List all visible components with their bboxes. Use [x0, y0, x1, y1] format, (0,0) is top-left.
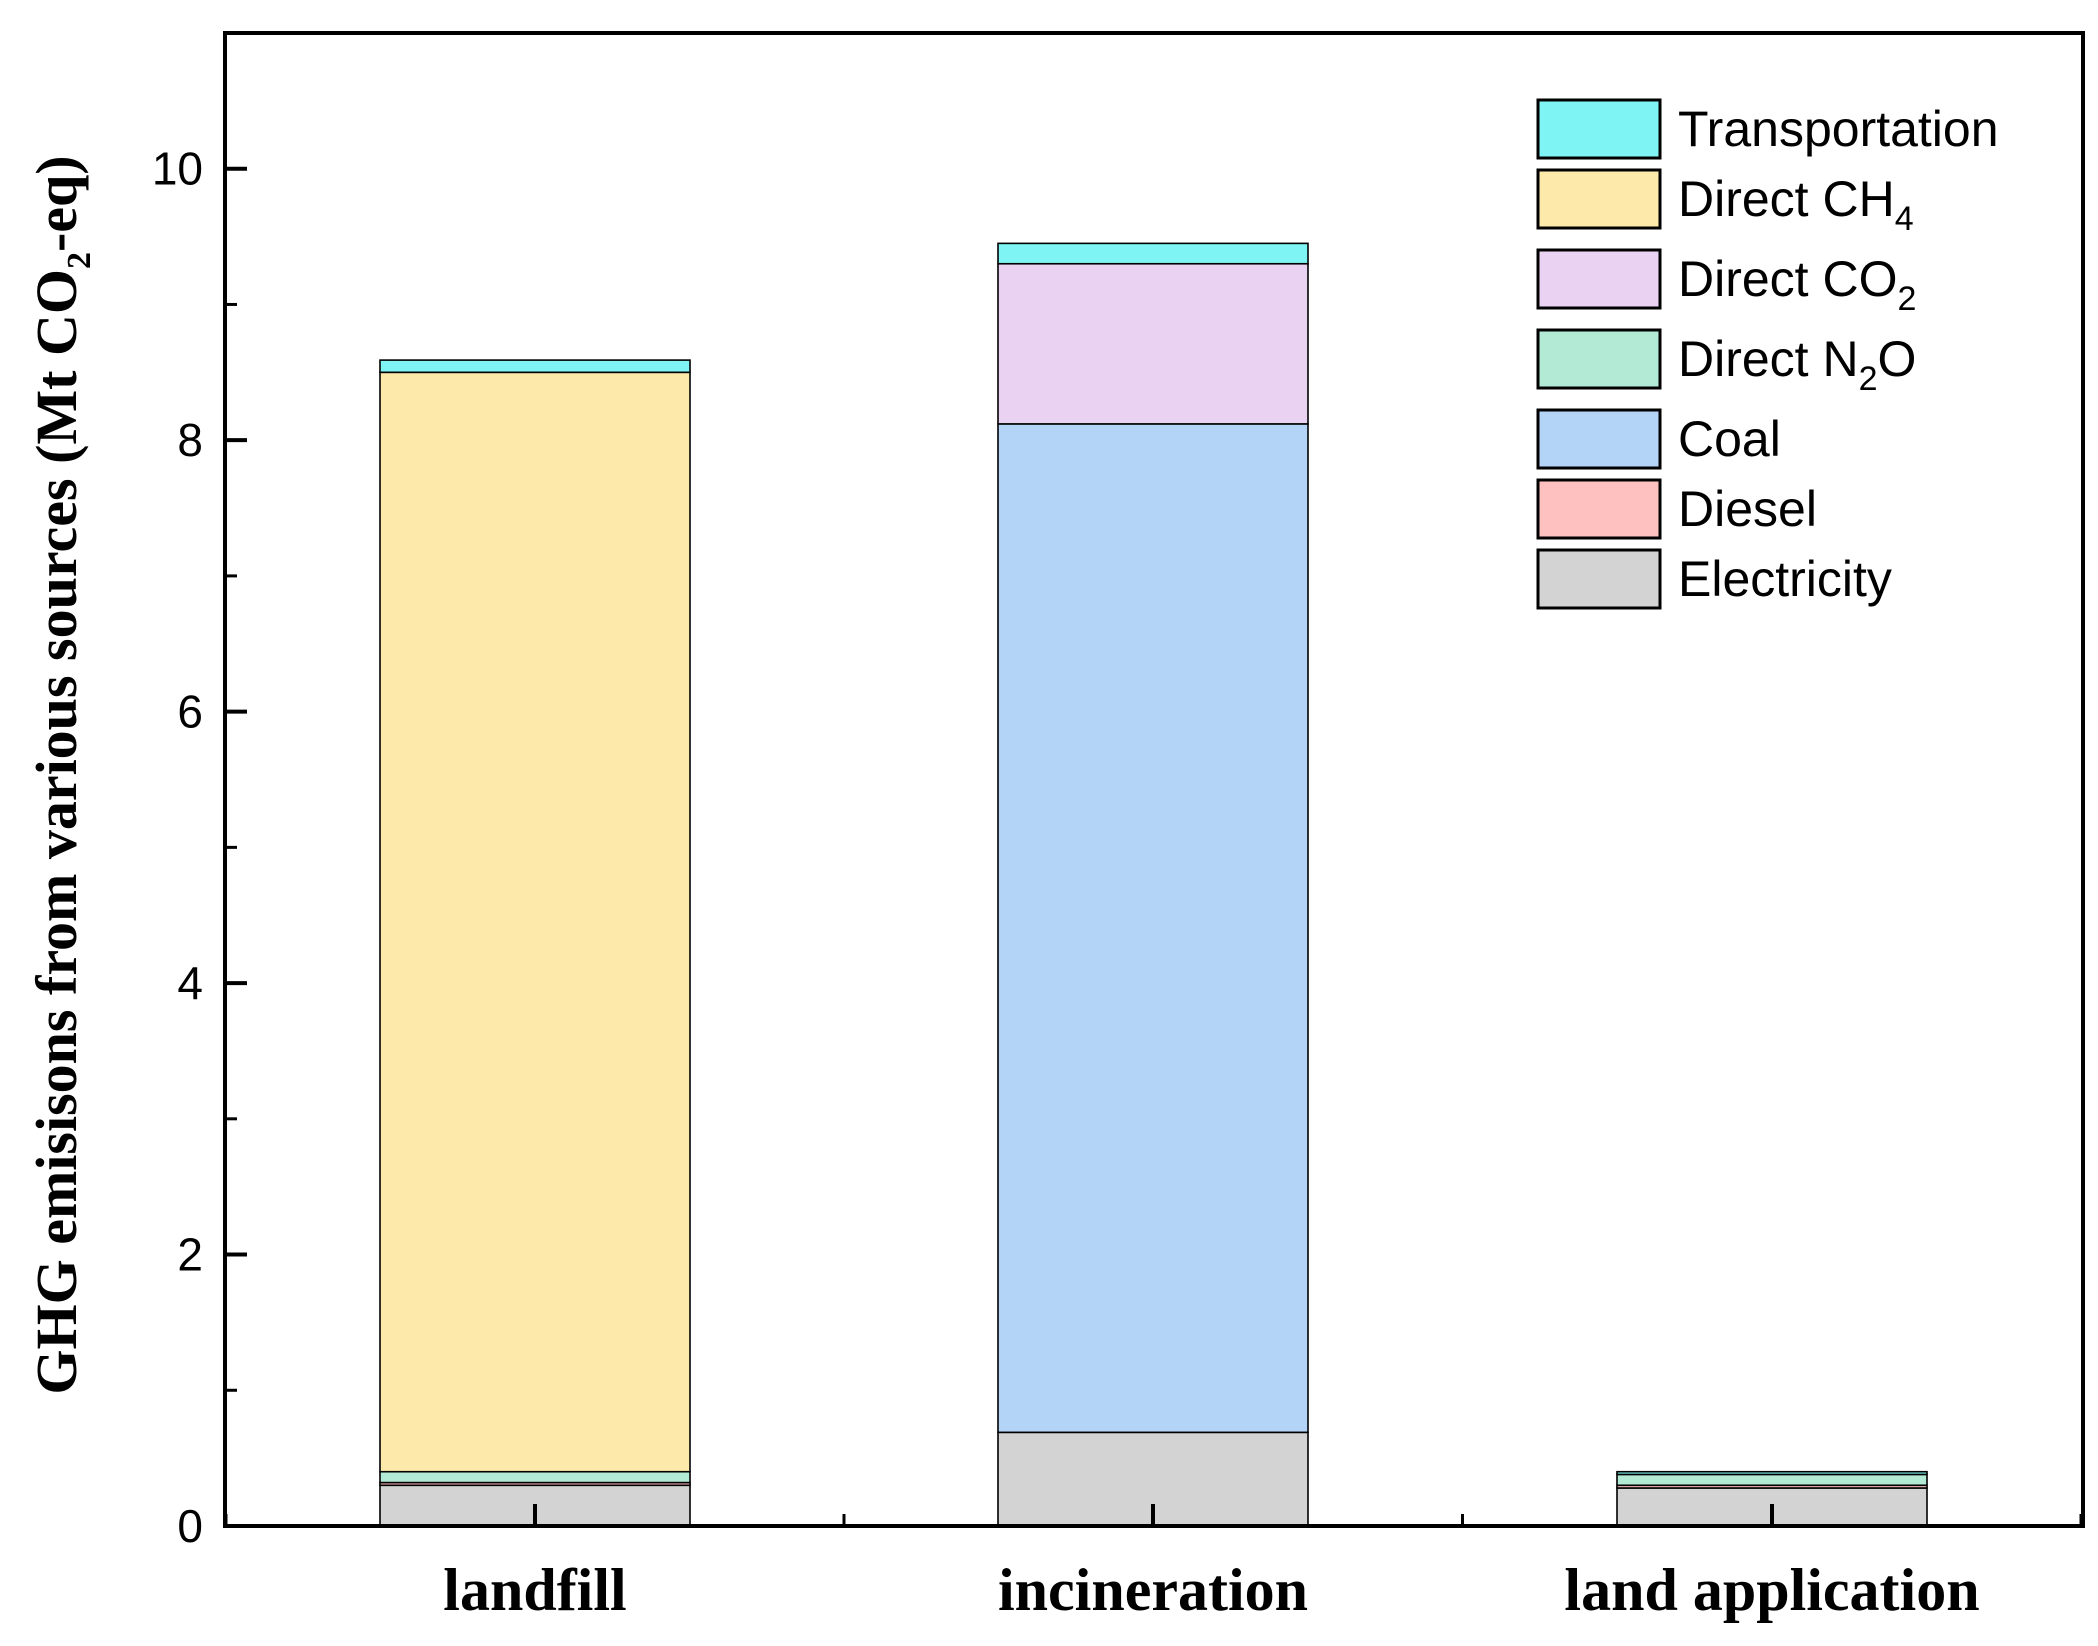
legend-label-subscript: 2	[1897, 280, 1916, 318]
legend-swatch	[1536, 478, 1662, 540]
legend-label-text: Coal	[1678, 411, 1781, 467]
legend-label: Direct N2O	[1678, 331, 1916, 398]
y-axis-title: GHG emisisons from various sources (Mt C…	[24, 155, 98, 1394]
legend-label-text: Direct N	[1678, 331, 1859, 387]
y-axis-title-subscript: 2	[61, 252, 98, 269]
x-category-label: landfill	[443, 1557, 626, 1623]
bar-segment-direct-co2	[997, 262, 1309, 425]
legend-label-text: Direct CO	[1678, 251, 1897, 307]
legend-item: Coal	[1536, 408, 1781, 470]
y-tick-label: 0	[177, 1500, 203, 1552]
y-tick-label: 2	[177, 1229, 203, 1281]
bars-layer	[379, 242, 1928, 1527]
legend-swatch	[1536, 328, 1662, 390]
legend-label-text: Diesel	[1678, 481, 1817, 537]
y-tick-label: 6	[177, 686, 203, 738]
legend-swatch	[1536, 548, 1662, 610]
x-category-label: land application	[1564, 1557, 1979, 1623]
x-axis: landfill incineration land application	[224, 1504, 2083, 1623]
legend-label-text: Transportation	[1678, 101, 1999, 157]
bar-segment-transportation	[997, 242, 1309, 265]
bar-segment-direct-ch4	[379, 371, 691, 1473]
y-tick-label: 10	[152, 143, 203, 195]
y-tick-label: 8	[177, 414, 203, 466]
y-tick-label: 4	[177, 957, 203, 1009]
x-category-label: incineration	[998, 1557, 1308, 1623]
legend-label: Transportation	[1678, 101, 1999, 157]
legend-swatch	[1536, 248, 1662, 310]
legend-label-subscript: 2	[1859, 360, 1878, 398]
y-axis-title-suffix: -eq)	[24, 155, 89, 252]
legend-item: Direct N2O	[1536, 328, 1916, 398]
bar-segment-transportation	[379, 359, 691, 374]
legend-swatch	[1536, 168, 1662, 230]
legend-item: Transportation	[1536, 98, 1999, 160]
legend-item: Direct CO2	[1536, 248, 1916, 318]
bar-segment-coal	[997, 423, 1309, 1434]
legend-swatch	[1536, 98, 1662, 160]
legend-label: Coal	[1678, 411, 1781, 467]
legend-label-text: Direct CH	[1678, 171, 1895, 227]
bar-segment-transportation	[1616, 1470, 1928, 1476]
legend-label-tail: O	[1878, 331, 1917, 387]
legend-label: Direct CO2	[1678, 251, 1916, 318]
legend-label: Diesel	[1678, 481, 1817, 537]
bar-segment-direct-n2o	[1616, 1473, 1928, 1487]
legend-item: Direct CH4	[1536, 168, 1914, 238]
legend-label: Direct CH4	[1678, 171, 1914, 238]
y-axis-title-prefix: GHG emisisons from various sources (Mt C…	[24, 269, 89, 1395]
legend-swatch	[1536, 408, 1662, 470]
legend-label-text: Electricity	[1678, 551, 1892, 607]
y-axis: 0 2 4 6 8 10	[152, 143, 247, 1552]
legend-item: Electricity	[1536, 548, 1892, 610]
bar-segment-direct-n2o	[379, 1470, 691, 1484]
legend-item: Diesel	[1536, 478, 1817, 540]
legend-label: Electricity	[1678, 551, 1892, 607]
legend-label-subscript: 4	[1895, 200, 1914, 238]
